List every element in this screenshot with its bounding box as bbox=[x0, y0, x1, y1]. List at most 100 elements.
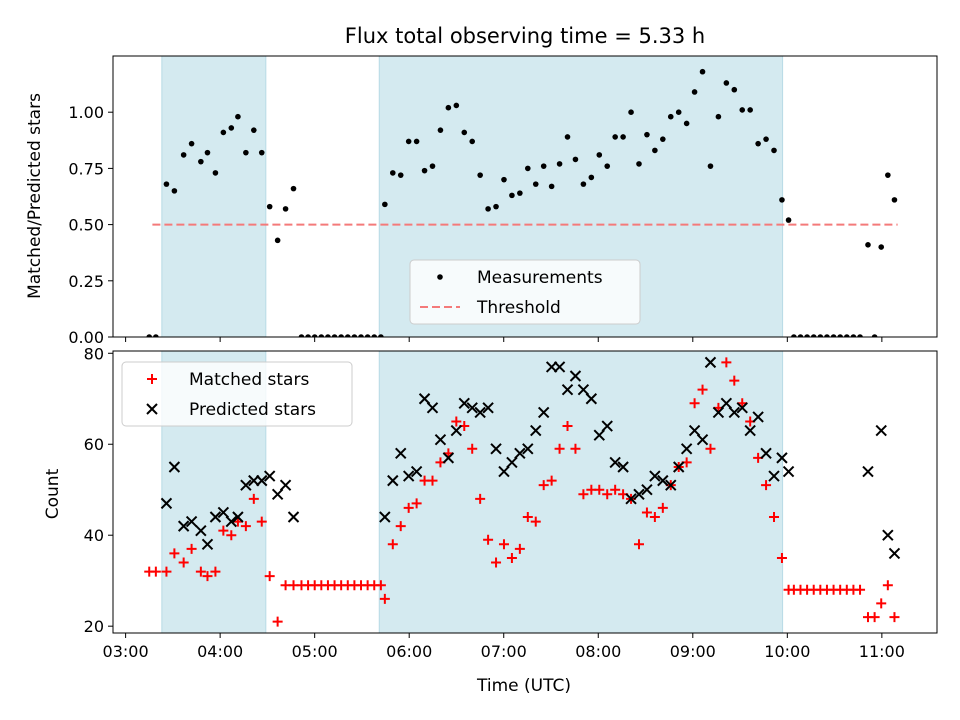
measurement-point bbox=[604, 163, 611, 169]
measurement-point bbox=[251, 127, 257, 133]
matched-stars-point bbox=[530, 516, 541, 527]
predicted-stars-point bbox=[657, 474, 669, 487]
predicted-stars-point bbox=[379, 511, 391, 523]
predicted-stars-point bbox=[561, 383, 574, 396]
matched-stars-point bbox=[387, 539, 398, 550]
predicted-stars-point bbox=[168, 461, 181, 473]
measurement-point bbox=[580, 181, 587, 187]
measurement-point bbox=[824, 334, 830, 337]
legend-marker-matched bbox=[147, 374, 157, 384]
matched-stars-point bbox=[869, 612, 880, 623]
predicted-stars-point bbox=[506, 456, 518, 469]
predicted-stars-point bbox=[482, 402, 494, 414]
matched-stars-point bbox=[264, 571, 275, 582]
measurement-point bbox=[220, 129, 227, 136]
matched-stars-point bbox=[202, 571, 213, 582]
predicted-stars-point bbox=[240, 479, 252, 491]
measurement-point bbox=[243, 149, 249, 156]
measurement-point bbox=[857, 334, 863, 337]
measurement-point bbox=[878, 244, 885, 250]
predicted-stars-point bbox=[688, 424, 701, 437]
matched-stars-point bbox=[379, 593, 390, 604]
y-tick-label: 0.25 bbox=[68, 272, 104, 291]
matched-stars-point bbox=[876, 598, 887, 609]
matched-stars-point bbox=[240, 521, 251, 532]
x-tick-label: 07:00 bbox=[481, 642, 527, 661]
matched-stars-point bbox=[729, 375, 740, 386]
measurement-point bbox=[556, 161, 563, 167]
measurement-point bbox=[266, 203, 273, 210]
measurement-point bbox=[636, 161, 642, 167]
predicted-stars-point bbox=[888, 547, 901, 560]
predicted-stars-point bbox=[395, 447, 407, 460]
predicted-stars-point bbox=[387, 474, 399, 487]
bottom-y-axis-label: Count bbox=[43, 468, 63, 519]
measurement-point bbox=[485, 206, 491, 212]
matched-stars-point bbox=[657, 502, 668, 513]
measurement-point bbox=[675, 109, 682, 115]
measurement-point bbox=[405, 138, 412, 145]
measurement-point bbox=[865, 242, 871, 248]
matched-stars-point bbox=[633, 539, 644, 550]
predicted-stars-point bbox=[458, 397, 470, 410]
matched-stars-point bbox=[522, 512, 533, 523]
matched-stars-point bbox=[403, 502, 414, 513]
matched-stars-point bbox=[546, 475, 557, 486]
predicted-stars-point bbox=[466, 402, 478, 414]
measurement-point bbox=[171, 188, 178, 194]
predicted-stars-point bbox=[617, 461, 629, 473]
shaded-interval-2 bbox=[378, 351, 784, 633]
predicted-stars-point bbox=[609, 456, 621, 469]
measurement-point bbox=[153, 334, 159, 337]
measurement-point bbox=[461, 129, 468, 136]
measurement-point bbox=[493, 203, 499, 210]
matched-stars-point bbox=[395, 521, 406, 532]
predicted-stars-point bbox=[195, 524, 207, 537]
predicted-stars-point bbox=[287, 511, 300, 523]
measurement-point bbox=[612, 134, 618, 140]
measurement-point bbox=[331, 334, 338, 337]
legend-box bbox=[409, 259, 641, 325]
predicted-stars-point bbox=[720, 397, 733, 410]
predicted-stars-point bbox=[680, 443, 693, 455]
measurement-point bbox=[891, 197, 898, 203]
measurement-point bbox=[338, 334, 344, 337]
measurement-point bbox=[691, 89, 698, 95]
matched-stars-point bbox=[697, 384, 708, 395]
y-tick-label: 1.00 bbox=[68, 103, 104, 122]
predicted-stars-point bbox=[522, 443, 534, 455]
measurement-point bbox=[723, 80, 730, 86]
predicted-stars-point bbox=[768, 470, 780, 482]
y-tick-label: 0.75 bbox=[68, 159, 104, 178]
measurement-point bbox=[779, 197, 785, 203]
predicted-stars-point bbox=[442, 452, 455, 464]
predicted-stars-point bbox=[530, 424, 542, 437]
measurement-point bbox=[683, 120, 690, 127]
measurement-point bbox=[469, 138, 476, 145]
measurement-point bbox=[146, 334, 153, 337]
predicted-stars-point bbox=[514, 447, 526, 460]
matched-stars-point bbox=[649, 512, 660, 523]
predicted-stars-point bbox=[577, 383, 590, 396]
predicted-stars-point bbox=[569, 370, 582, 382]
bottom-panel: 20 40 60 80 03:00 04:00 05:00 06:00 07:00 08:00 09… bbox=[84, 344, 938, 661]
predicted-stars-point bbox=[882, 529, 894, 541]
matched-stars-point bbox=[776, 552, 787, 563]
predicted-stars-point bbox=[450, 424, 463, 437]
x-tick-label: 09:00 bbox=[670, 642, 716, 661]
matched-stars-point bbox=[705, 443, 716, 454]
matched-stars-point bbox=[761, 480, 772, 491]
predicted-stars-point bbox=[490, 443, 502, 455]
matched-stars-point bbox=[610, 484, 621, 495]
matched-stars-point bbox=[506, 552, 517, 563]
predicted-stars-point bbox=[185, 515, 198, 528]
matched-stars-point bbox=[554, 443, 565, 454]
measurement-point bbox=[378, 334, 384, 337]
measurement-point bbox=[188, 140, 195, 147]
measurement-point bbox=[652, 147, 658, 154]
x-axis-label: Time (UTC) bbox=[476, 676, 571, 696]
measurement-point bbox=[628, 109, 634, 115]
measurement-point bbox=[397, 172, 404, 178]
predicted-stars-point bbox=[232, 511, 244, 523]
measurement-point bbox=[163, 181, 170, 187]
